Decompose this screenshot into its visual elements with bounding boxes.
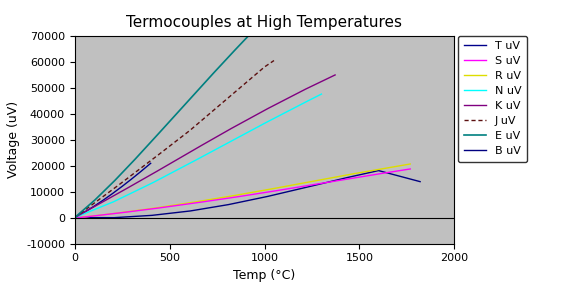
B uV [386, 172, 393, 176]
B uV [417, 180, 424, 184]
N uV [318, 92, 325, 96]
K uV [72, 215, 79, 219]
R uV [354, 171, 361, 175]
B uV [71, 216, 78, 219]
E uV [72, 215, 79, 219]
T uV [147, 162, 154, 165]
J uV [239, 84, 246, 87]
T uV [81, 211, 87, 214]
Line: K uV: K uV [75, 75, 335, 217]
J uV [71, 216, 78, 219]
Line: N uV: N uV [75, 94, 321, 217]
J uV [252, 73, 259, 77]
B uV [108, 216, 115, 219]
K uV [71, 216, 78, 219]
T uV [138, 170, 145, 173]
R uV [407, 162, 413, 166]
Line: T uV: T uV [75, 163, 151, 217]
X-axis label: Temp (°C): Temp (°C) [233, 269, 296, 282]
N uV [72, 215, 79, 219]
K uV [225, 128, 232, 132]
Y-axis label: Voltage (uV): Voltage (uV) [7, 101, 21, 178]
T uV [118, 184, 125, 188]
N uV [279, 112, 286, 116]
J uV [193, 123, 200, 127]
J uV [271, 59, 278, 62]
R uV [271, 187, 278, 190]
T uV [71, 216, 78, 219]
T uV [90, 205, 97, 208]
B uV [277, 192, 284, 195]
S uV [277, 188, 283, 192]
K uV [307, 85, 314, 89]
R uV [375, 168, 382, 171]
S uV [407, 167, 413, 171]
R uV [270, 187, 277, 190]
N uV [218, 144, 225, 148]
Line: E uV: E uV [75, 36, 264, 217]
E uV [187, 96, 194, 99]
Title: Termocouples at High Temperatures: Termocouples at High Temperatures [126, 15, 402, 30]
S uV [270, 189, 277, 193]
Line: R uV: R uV [75, 164, 410, 218]
K uV [332, 73, 339, 77]
S uV [72, 216, 79, 220]
K uV [227, 127, 233, 131]
E uV [245, 34, 252, 37]
R uV [71, 216, 78, 220]
B uV [72, 216, 79, 219]
J uV [189, 126, 196, 130]
E uV [243, 36, 250, 39]
E uV [231, 48, 238, 52]
E uV [183, 100, 190, 104]
Line: B uV: B uV [75, 170, 420, 218]
S uV [71, 217, 78, 220]
Legend: T uV, S uV, R uV, N uV, K uV, J uV, E uV, B uV: T uV, S uV, R uV, N uV, K uV, J uV, E uV… [458, 36, 527, 162]
K uV [231, 125, 237, 129]
N uV [71, 216, 78, 219]
Line: S uV: S uV [75, 169, 410, 218]
N uV [295, 104, 302, 108]
J uV [190, 126, 197, 129]
B uV [375, 169, 382, 172]
S uV [375, 172, 382, 176]
J uV [72, 215, 79, 219]
T uV [109, 192, 116, 195]
T uV [128, 177, 135, 181]
R uV [277, 186, 283, 189]
S uV [354, 176, 361, 179]
E uV [71, 216, 78, 219]
N uV [217, 145, 224, 148]
Line: J uV: J uV [75, 61, 274, 217]
B uV [278, 191, 285, 195]
R uV [72, 216, 79, 220]
E uV [184, 99, 191, 103]
T uV [100, 198, 107, 202]
B uV [363, 171, 370, 175]
N uV [223, 142, 229, 146]
E uV [261, 34, 268, 37]
B uV [284, 190, 291, 194]
K uV [291, 93, 298, 97]
S uV [271, 189, 278, 193]
